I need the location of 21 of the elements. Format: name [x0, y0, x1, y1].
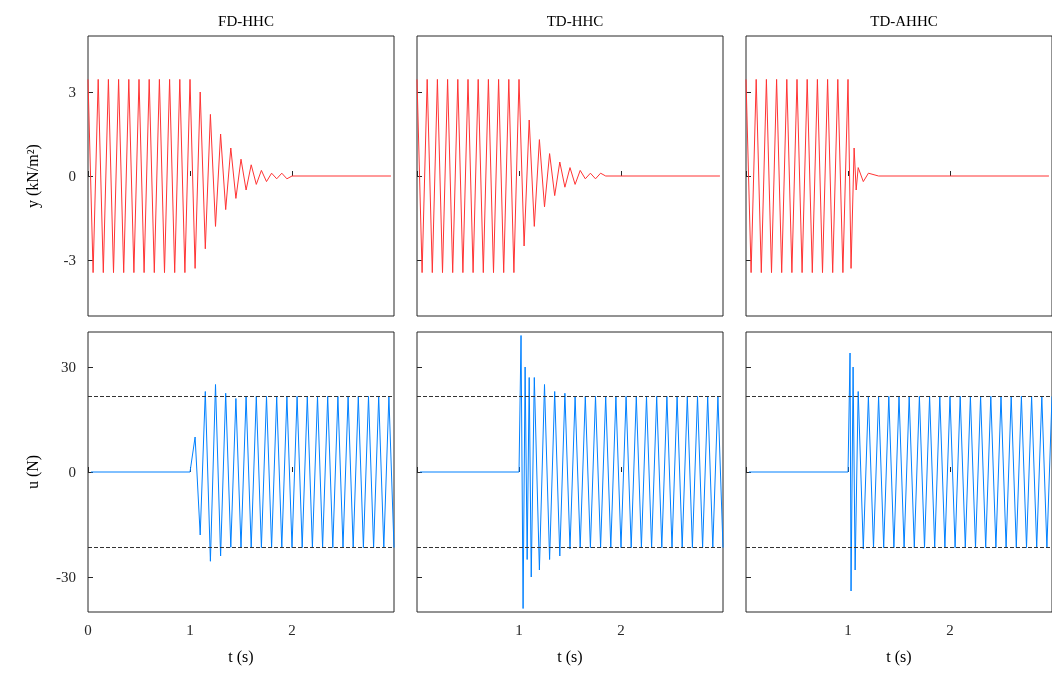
x-axis-title: t (s) — [228, 647, 254, 666]
x-tick-label: 1 — [186, 621, 194, 638]
x-axis-title: t (s) — [886, 647, 912, 666]
y-tick-label: 30 — [61, 359, 76, 375]
chart-title: FD-HHC — [218, 12, 274, 29]
y-axis-title: y (kN/m²) — [23, 144, 42, 208]
x-tick-label: 1 — [844, 621, 852, 638]
x-tick-label: 2 — [288, 621, 296, 638]
chart-title: TD-AHHC — [870, 12, 938, 29]
chart-title: TD-HHC — [546, 12, 604, 29]
y-tick-label: 3 — [68, 84, 76, 100]
x-tick-label: 2 — [946, 621, 954, 638]
y-tick-label: -3 — [63, 252, 76, 268]
y-tick-label: 0 — [68, 168, 76, 184]
y-tick-label: 0 — [68, 464, 76, 480]
x-axis-title: t (s) — [557, 647, 583, 666]
x-tick-label: 1 — [515, 621, 523, 638]
x-tick-label: 2 — [617, 621, 625, 638]
y-tick-label: -30 — [56, 569, 76, 585]
x-tick-label: 0 — [84, 621, 92, 638]
y-axis-title: u (N) — [23, 454, 42, 490]
